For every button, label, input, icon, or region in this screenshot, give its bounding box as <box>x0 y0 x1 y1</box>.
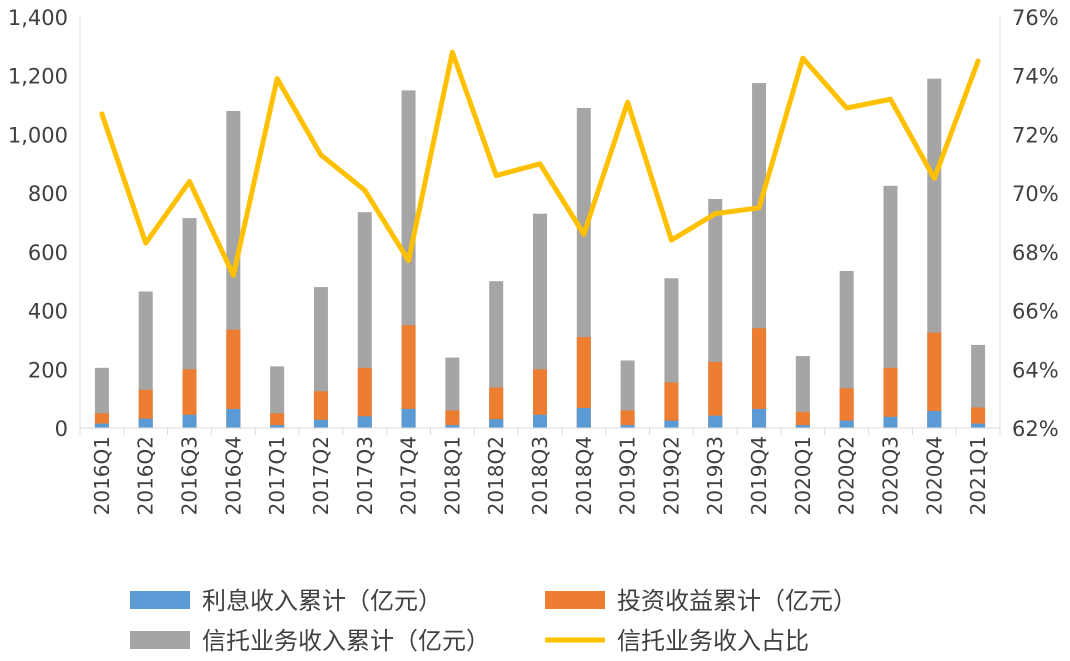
bar-1-2018Q4 <box>576 336 591 428</box>
bar-1-2017Q4 <box>401 325 416 428</box>
bar-0-2018Q1 <box>445 425 460 428</box>
x-tick-label: 2016Q1 <box>90 436 114 515</box>
y-left-tick-label: 1,200 <box>8 65 68 89</box>
y-right-tick-label: 72% <box>1012 123 1059 147</box>
bar-1-2017Q2 <box>313 391 328 428</box>
bar-0-2021Q1 <box>971 423 986 428</box>
legend: 利息收入累计（亿元） 投资收益累计（亿元） 信托业务收入累计（亿元） 信托业务收入占比 <box>130 587 857 655</box>
bar-1-2017Q3 <box>357 367 372 428</box>
x-tick-label: 2018Q1 <box>440 436 464 515</box>
bar-1-2018Q2 <box>489 387 504 428</box>
bar-0-2020Q3 <box>883 416 898 428</box>
bar-0-2017Q4 <box>401 408 416 428</box>
y-right-tick-label: 68% <box>1012 241 1059 265</box>
bar-1-2020Q4 <box>927 332 942 428</box>
bar-2-2017Q1 <box>270 366 285 428</box>
legend-swatch-0 <box>130 591 190 609</box>
x-tick-label: 2020Q1 <box>791 436 815 515</box>
x-tick-label: 2017Q2 <box>309 436 333 515</box>
x-tick-label: 2016Q2 <box>134 436 158 515</box>
x-tick-label: 2020Q4 <box>922 436 946 515</box>
bar-0-2018Q2 <box>489 419 504 428</box>
bar-2-2016Q1 <box>94 367 109 428</box>
y-left-tick-label: 400 <box>28 300 68 324</box>
bar-0-2016Q1 <box>94 423 109 428</box>
y-right-tick-label: 62% <box>1012 417 1059 441</box>
y-left-tick-label: 1,000 <box>8 123 68 147</box>
bar-1-2021Q1 <box>971 407 986 428</box>
legend-label-1: 投资收益累计（亿元） <box>617 587 857 615</box>
bar-1-2019Q1 <box>620 410 635 428</box>
x-tick-label: 2016Q4 <box>221 436 245 515</box>
x-tick-label: 2017Q4 <box>397 436 421 515</box>
axes-layer: 0 200 400 600 800 1,000 1,200 1,400 62% 64% 66% 68%… <box>8 6 1059 515</box>
bar-1-2020Q2 <box>839 388 854 428</box>
bar-2-2020Q3 <box>883 185 898 428</box>
legend-label-2: 信托业务收入累计（亿元） <box>202 627 490 655</box>
x-tick-label: 2019Q2 <box>659 436 683 515</box>
x-tick-label: 2017Q1 <box>265 436 289 515</box>
bar-0-2016Q3 <box>182 414 197 428</box>
bar-1-2017Q1 <box>270 413 285 428</box>
bar-1-2020Q1 <box>795 411 810 428</box>
x-tick-label: 2018Q3 <box>528 436 552 515</box>
x-tick-label: 2021Q1 <box>966 436 990 515</box>
legend-swatch-2 <box>130 631 190 649</box>
x-tick-label: 2019Q1 <box>616 436 640 515</box>
bar-0-2017Q1 <box>270 425 285 428</box>
bar-0-2019Q3 <box>708 415 723 428</box>
bar-0-2019Q2 <box>664 420 679 428</box>
x-tick-label: 2018Q4 <box>572 436 596 515</box>
bar-0-2017Q3 <box>357 416 372 428</box>
bar-0-2018Q4 <box>576 408 591 428</box>
bar-1-2016Q3 <box>182 369 197 428</box>
bar-1-2019Q2 <box>664 382 679 428</box>
y-left-tick-label: 1,400 <box>8 6 68 30</box>
bar-0-2020Q1 <box>795 425 810 428</box>
legend-swatch-1 <box>545 591 605 609</box>
x-tick-label: 2020Q3 <box>878 436 902 515</box>
y-right-tick-label: 66% <box>1012 300 1059 324</box>
bar-1-2019Q4 <box>752 328 767 428</box>
bar-0-2019Q4 <box>752 408 767 428</box>
bar-1-2018Q1 <box>445 410 460 428</box>
x-tick-label: 2020Q2 <box>835 436 859 515</box>
bar-1-2018Q3 <box>533 369 547 428</box>
legend-label-0: 利息收入累计（亿元） <box>202 587 442 615</box>
bar-0-2018Q3 <box>533 414 547 428</box>
bar-0-2017Q2 <box>313 419 328 428</box>
y-left-tick-label: 800 <box>28 182 68 206</box>
bar-0-2016Q2 <box>138 418 153 428</box>
bar-2-2021Q1 <box>971 344 986 428</box>
bar-0-2020Q4 <box>927 410 942 428</box>
bar-2-2020Q1 <box>795 356 810 428</box>
x-tick-label: 2019Q3 <box>703 436 727 515</box>
y-right-tick-label: 70% <box>1012 182 1059 206</box>
bars-layer <box>94 78 986 429</box>
legend-label-3: 信托业务收入占比 <box>617 627 809 655</box>
x-tick-label: 2019Q4 <box>747 436 771 515</box>
bar-0-2016Q4 <box>226 408 241 428</box>
y-right-tick-label: 74% <box>1012 65 1059 89</box>
x-tick-label: 2017Q3 <box>353 436 377 515</box>
bar-1-2016Q2 <box>138 389 153 428</box>
line-series-share <box>99 49 981 278</box>
y-right-tick-label: 76% <box>1012 6 1059 30</box>
x-tick-label: 2016Q3 <box>178 436 202 515</box>
bar-1-2016Q4 <box>226 329 241 428</box>
bar-0-2020Q2 <box>839 420 854 428</box>
x-tick-label: 2018Q2 <box>484 436 508 515</box>
y-left-tick-label: 0 <box>55 417 68 441</box>
bar-1-2020Q3 <box>883 367 898 428</box>
y-left-tick-label: 600 <box>28 241 68 265</box>
line-layer <box>99 49 981 278</box>
y-right-tick-label: 64% <box>1012 358 1059 382</box>
bar-1-2019Q3 <box>708 361 723 428</box>
y-left-tick-label: 200 <box>28 358 68 382</box>
bar-0-2019Q1 <box>620 425 635 428</box>
